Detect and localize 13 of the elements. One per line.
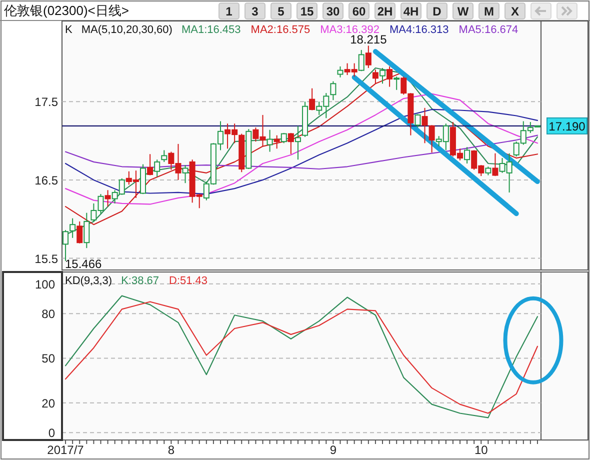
y-tick-label: 80 [42, 307, 56, 322]
x-tick-label: 8 [168, 443, 175, 457]
y-tick-label: 50 [42, 352, 56, 366]
y-tick-label: 16.5 [34, 173, 58, 188]
y-tick-label: 15.5 [34, 252, 58, 266]
x-tick-label: 10 [474, 443, 488, 457]
x-tick-label: 2017/7 [47, 443, 84, 457]
title: 伦敦银(02300)<日线> [4, 3, 129, 18]
y-tick-label: 100 [34, 277, 56, 292]
y-tick-label: 17.5 [34, 95, 58, 110]
y-tick-label: 0 [48, 426, 56, 440]
x-tick-label: 9 [330, 443, 337, 457]
y-tick-label: 20 [42, 396, 56, 410]
